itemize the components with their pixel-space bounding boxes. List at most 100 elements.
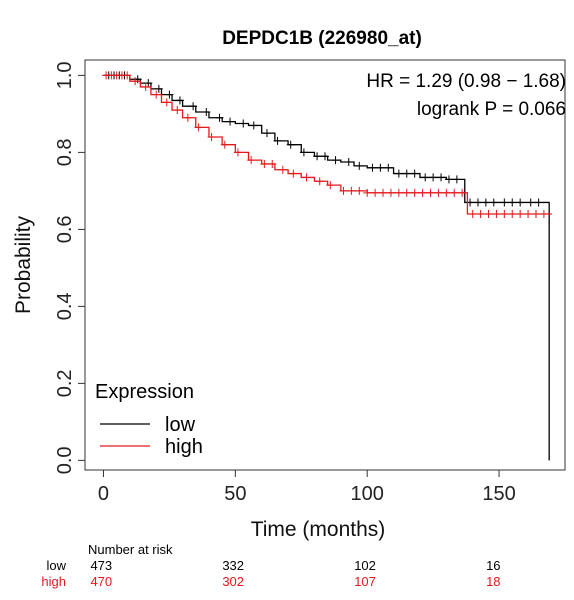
y-tick-label: 0.2: [54, 369, 76, 397]
censor-mark-low: [489, 198, 498, 207]
censor-mark-high: [260, 159, 269, 168]
risk-row-label: high: [41, 574, 66, 589]
censor-mark-low: [189, 102, 198, 111]
x-tick-label: 150: [482, 483, 515, 505]
legend-entry-high: high: [165, 436, 203, 458]
censor-mark-low: [394, 169, 403, 178]
series-high-curve: [103, 74, 552, 215]
censor-mark-high: [524, 209, 533, 218]
censor-mark-low: [473, 198, 482, 207]
censor-mark-high: [371, 188, 380, 197]
censor-mark-low: [384, 163, 393, 172]
x-tick-label: 50: [224, 483, 246, 505]
censor-mark-low: [481, 198, 490, 207]
censor-mark-high: [302, 173, 311, 182]
censor-mark-low: [534, 198, 543, 207]
censor-mark-low: [437, 173, 446, 182]
y-axis-label: Probability: [12, 215, 35, 314]
censor-mark-high: [363, 188, 372, 197]
censor-mark-low: [508, 198, 517, 207]
x-tick-label: 0: [98, 483, 109, 505]
censor-mark-high: [468, 209, 477, 218]
censor-mark-low: [226, 117, 235, 126]
censor-mark-low: [154, 84, 163, 93]
risk-count: 18: [486, 574, 500, 589]
censor-mark-high: [315, 177, 324, 186]
censor-mark-low: [215, 113, 224, 122]
censor-mark-high: [173, 106, 182, 115]
risk-count: 302: [222, 574, 244, 589]
censor-mark-low: [368, 163, 377, 172]
censor-mark-high: [339, 186, 348, 195]
censor-mark-high: [194, 123, 203, 132]
censor-mark-high: [531, 209, 540, 218]
censor-mark-high: [484, 209, 493, 218]
censor-mark-high: [394, 188, 403, 197]
censor-mark-high: [402, 188, 411, 197]
censor-mark-high: [386, 188, 395, 197]
risk-header: Number at risk: [88, 542, 173, 557]
censor-mark-low: [444, 175, 453, 184]
logrank-annotation: logrank P = 0.066: [417, 99, 566, 120]
censor-mark-high: [492, 209, 501, 218]
censor-mark-low: [452, 175, 461, 184]
censor-mark-high: [379, 188, 388, 197]
censor-mark-high: [207, 132, 216, 141]
censor-mark-low: [249, 121, 258, 130]
censor-mark-low: [239, 119, 248, 128]
censor-mark-high: [426, 188, 435, 197]
censor-mark-high: [410, 188, 419, 197]
censor-mark-low: [516, 198, 525, 207]
censor-mark-high: [516, 209, 525, 218]
censor-mark-low: [321, 152, 329, 161]
censor-mark-high: [162, 98, 171, 107]
legend-title: Expression: [95, 381, 194, 403]
censor-mark-high: [500, 209, 509, 218]
censor-mark-low: [286, 140, 295, 149]
censor-mark-low: [202, 107, 211, 116]
censor-mark-low: [526, 198, 535, 207]
censor-mark-low: [376, 163, 385, 172]
censor-mark-high: [247, 156, 256, 165]
y-tick-label: 0.6: [54, 215, 76, 243]
censor-mark-high: [152, 90, 161, 99]
risk-count: 107: [354, 574, 376, 589]
censor-mark-high: [183, 113, 192, 122]
censor-mark-low: [421, 173, 430, 182]
plot-frame: [84, 59, 566, 471]
censor-mark-low: [355, 161, 364, 170]
censor-mark-high: [326, 181, 335, 190]
legend: Expression low high: [95, 381, 203, 458]
censor-mark-low: [344, 158, 353, 167]
series-low-curve: [103, 74, 550, 461]
censor-mark-high: [458, 188, 467, 197]
censor-mark-low: [165, 90, 174, 99]
censor-mark-low: [331, 156, 340, 165]
censor-mark-low: [410, 169, 419, 178]
risk-count: 332: [222, 558, 244, 573]
risk-count: 470: [90, 574, 112, 589]
censor-mark-high: [418, 188, 427, 197]
censor-mark-high: [539, 209, 548, 218]
censor-mark-high: [123, 71, 132, 80]
censor-mark-high: [476, 209, 485, 218]
censor-mark-low: [429, 173, 438, 182]
censor-mark-high: [131, 77, 140, 86]
censor-mark-low: [500, 198, 509, 207]
censor-mark-high: [508, 209, 517, 218]
censor-mark-high: [278, 165, 287, 174]
censor-mark-low: [273, 136, 282, 145]
censor-mark-low: [313, 152, 322, 161]
y-tick-label: 0.8: [54, 138, 76, 166]
series-layer: [102, 71, 552, 461]
chart-title: DEPDC1B (226980_at): [222, 28, 422, 49]
x-axis: 0 50 100 150: [98, 470, 516, 505]
censor-mark-high: [141, 82, 150, 91]
risk-count: 473: [90, 558, 112, 573]
censor-mark-high: [220, 140, 229, 149]
x-tick-label: 100: [351, 483, 384, 505]
censor-mark-high: [233, 148, 242, 157]
number-at-risk-table: Number at risk low 473 332 102 16 high 470 302 1…: [41, 542, 500, 589]
censor-mark-high: [347, 186, 356, 195]
